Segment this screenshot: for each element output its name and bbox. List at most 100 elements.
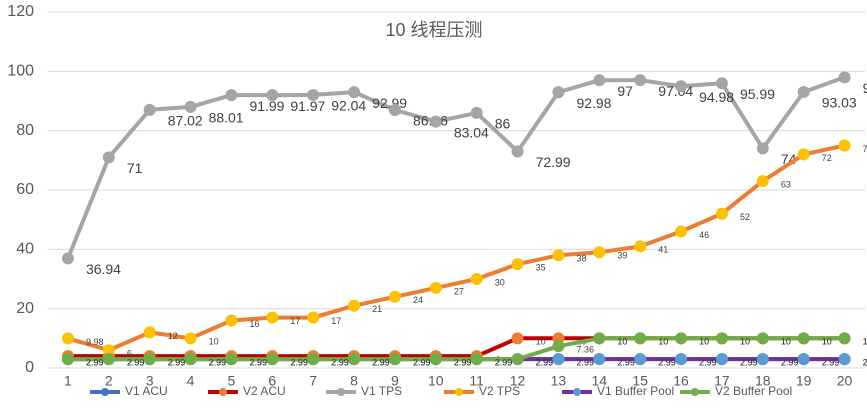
y-tick-label: 100 bbox=[7, 63, 34, 80]
x-tick-label: 11 bbox=[469, 373, 484, 389]
data-label: 2.99 bbox=[168, 358, 186, 368]
marker bbox=[429, 281, 442, 294]
data-label: 91.97 bbox=[290, 98, 325, 114]
y-tick-label: 20 bbox=[16, 300, 34, 317]
data-label: 10 bbox=[822, 337, 832, 347]
marker bbox=[348, 353, 361, 366]
data-label: 92.98 bbox=[576, 95, 611, 111]
data-label: 2.99 bbox=[290, 358, 308, 368]
data-label: 10 bbox=[822, 337, 832, 347]
marker bbox=[184, 353, 197, 366]
data-label: 38 bbox=[576, 254, 586, 264]
legend-marker bbox=[337, 388, 345, 396]
data-label: 2.99 bbox=[699, 358, 717, 368]
marker bbox=[102, 344, 115, 357]
data-label: 2.99 bbox=[495, 358, 513, 368]
data-label: 2.99 bbox=[536, 358, 554, 368]
x-tick-label: 12 bbox=[510, 373, 526, 389]
marker bbox=[675, 80, 688, 93]
data-label: 91.99 bbox=[249, 98, 284, 114]
data-label: 52 bbox=[740, 212, 750, 222]
data-label: 2.99 bbox=[658, 358, 676, 368]
x-tick-label: 2 bbox=[105, 373, 113, 389]
data-label: 95.99 bbox=[740, 86, 775, 102]
x-tick-label: 1 bbox=[64, 373, 72, 389]
data-label: 2.99 bbox=[617, 358, 635, 368]
data-label: 2.99 bbox=[863, 358, 867, 368]
data-label: 2.99 bbox=[372, 358, 390, 368]
marker bbox=[143, 353, 156, 366]
data-label: 72.99 bbox=[536, 154, 571, 170]
x-tick-label: 9 bbox=[391, 373, 399, 389]
x-tick-label: 6 bbox=[268, 373, 276, 389]
data-label: 10 bbox=[658, 337, 668, 347]
x-tick-label: 16 bbox=[673, 373, 689, 389]
marker bbox=[307, 88, 320, 101]
data-label: 2.99 bbox=[863, 358, 867, 368]
marker bbox=[470, 353, 483, 366]
series-line bbox=[67, 143, 846, 353]
data-label: 17 bbox=[290, 316, 300, 326]
marker bbox=[61, 252, 74, 265]
marker bbox=[552, 353, 565, 366]
data-label: 9.98 bbox=[86, 337, 104, 347]
x-tick-label: 17 bbox=[714, 373, 730, 389]
data-label: 97.98 bbox=[863, 80, 867, 96]
marker bbox=[511, 332, 524, 345]
data-label: 2.99 bbox=[331, 358, 349, 368]
series-line bbox=[66, 75, 846, 260]
marker bbox=[838, 139, 851, 152]
marker bbox=[61, 332, 74, 345]
marker bbox=[715, 77, 728, 90]
data-label: 6 bbox=[127, 349, 132, 359]
data-label: 2.99 bbox=[127, 358, 145, 368]
marker bbox=[61, 353, 74, 366]
data-label: 2.99 bbox=[822, 358, 840, 368]
data-label: 2.99 bbox=[249, 358, 267, 368]
marker bbox=[797, 148, 810, 161]
marker bbox=[634, 353, 647, 366]
data-label: 2.99 bbox=[781, 358, 799, 368]
y-tick-label: 80 bbox=[16, 122, 34, 139]
marker bbox=[552, 249, 565, 262]
data-label: 10 bbox=[740, 337, 750, 347]
data-label: 2.99 bbox=[576, 358, 594, 368]
marker bbox=[470, 273, 483, 285]
legend-label: V1 Buffer Pool bbox=[597, 384, 674, 398]
legend-label: V1 ACU bbox=[125, 384, 168, 398]
legend-marker bbox=[101, 388, 109, 396]
data-label: 30 bbox=[495, 277, 505, 287]
marker bbox=[756, 332, 769, 345]
marker bbox=[470, 106, 483, 119]
legend-marker bbox=[573, 388, 581, 396]
marker bbox=[184, 332, 197, 345]
x-tick-label: 19 bbox=[796, 373, 812, 389]
x-tick-label: 10 bbox=[428, 373, 444, 389]
data-label: 21 bbox=[372, 304, 382, 314]
marker bbox=[388, 353, 401, 366]
marker bbox=[593, 353, 606, 366]
marker bbox=[715, 332, 728, 345]
data-label: 2.99 bbox=[86, 358, 104, 368]
data-label: 2.99 bbox=[413, 358, 431, 368]
data-label: 36.94 bbox=[86, 261, 121, 277]
data-label: 2.99 bbox=[699, 358, 717, 368]
data-label: 2.99 bbox=[86, 358, 104, 368]
y-tick-label: 120 bbox=[7, 3, 34, 20]
marker bbox=[552, 340, 565, 353]
data-label: 2.99 bbox=[454, 358, 472, 368]
data-label: 10 bbox=[699, 337, 709, 347]
data-label: 93.03 bbox=[822, 95, 857, 111]
data-label: 27 bbox=[454, 286, 464, 296]
data-label: 63 bbox=[781, 179, 791, 189]
x-tick-label: 3 bbox=[146, 373, 154, 389]
series-line bbox=[67, 336, 845, 362]
data-label: 46 bbox=[699, 230, 709, 240]
marker bbox=[143, 326, 156, 339]
marker bbox=[102, 151, 115, 164]
data-label: 16 bbox=[249, 319, 259, 329]
x-tick-label: 18 bbox=[755, 373, 771, 389]
marker bbox=[675, 332, 688, 345]
marker bbox=[225, 89, 238, 102]
